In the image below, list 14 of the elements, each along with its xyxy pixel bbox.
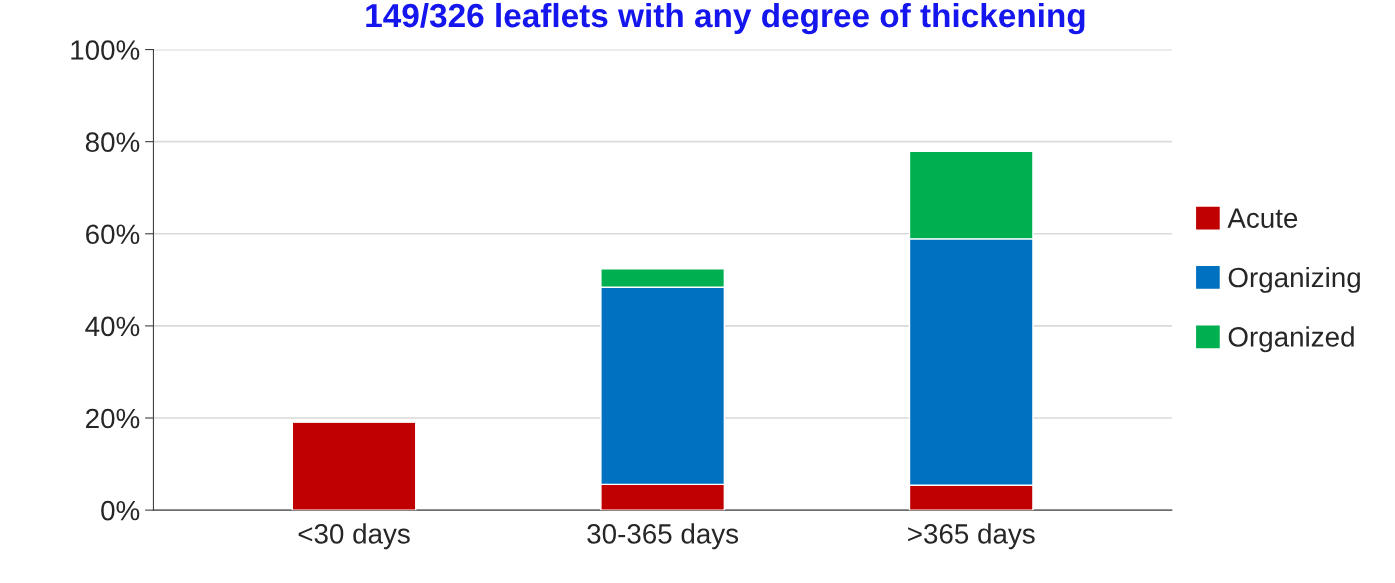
x-tick-label: <30 days (298, 523, 410, 550)
y-tick-label: 40% (85, 316, 140, 337)
y-tick-label: 100% (71, 40, 140, 60)
legend-label: Organized (1228, 326, 1354, 353)
x-tick-label: 30-365 days (587, 523, 739, 550)
legend-label: Organizing (1228, 266, 1360, 293)
legend-label: Acute (1227, 208, 1298, 228)
y-tick-label: 80% (85, 132, 140, 153)
y-tick-label: 20% (86, 408, 140, 429)
y-tick-label: 0% (101, 500, 140, 521)
chart-title: 149/326 leaflets with any degree of thickening (366, 2, 1085, 35)
x-tick-label: >365 days (908, 523, 1035, 550)
y-tick-label: 60% (86, 224, 140, 245)
bar (291, 421, 417, 511)
